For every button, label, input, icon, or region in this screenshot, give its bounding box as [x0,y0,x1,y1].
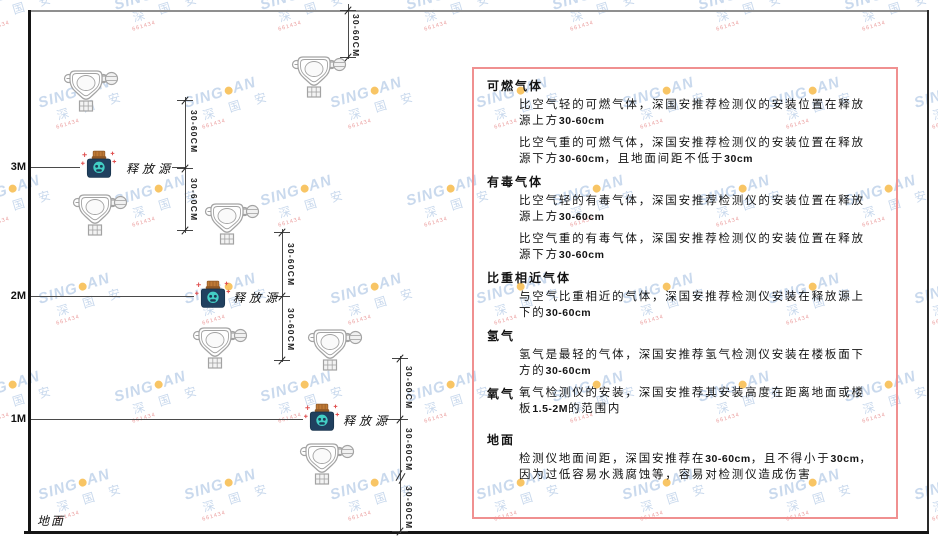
dimension-label: 30-60CM [404,486,414,530]
dimension-tick [274,228,290,237]
dimension-tick [177,96,193,105]
panel-section-toxic: 有毒气体 比空气轻的有毒气体，深国安推荐检测仪的安装位置在释放源上方30-60c… [487,173,884,263]
dimension-tick [340,53,356,62]
brand-dot-icon [369,477,380,488]
brand-dot-icon [153,183,164,194]
release-source-icon [195,280,231,312]
height-label-1m: 1M [10,413,26,425]
section-paragraph: 检测仪地面间距，深国安推荐在30-60cm，且不得小于30cm，因为过低容易水溅… [519,453,873,481]
brand-dot-icon [7,183,18,194]
section-paragraph: 比空气重的可燃气体，深国安推荐检测仪的安装位置在释放源下方30-60cm，且地面… [519,137,865,165]
gas-detector-icon [62,67,120,113]
leader-line-1m [31,419,303,420]
dimension-tick [392,354,408,363]
dimension-label: 30-60CM [286,243,296,287]
dimension-tick [392,527,408,536]
section-paragraph: 氧气检测仪的安装，深国安推荐其安装高度在距离地面或楼板1.5-2M的范围内 [519,387,865,415]
gas-detector-icon [71,191,129,237]
height-label-3m: 3M [10,161,26,173]
brand-dot-icon [369,85,380,96]
gas-detector-icon [191,324,249,370]
section-heading: 地面 [487,433,516,447]
break-mark [393,472,407,482]
panel-section-similar-density: 比重相近气体 与空气比重相近的气体，深国安推荐检测仪安装在释放源上下的30-60… [487,269,884,321]
panel-section-flammable: 可燃气体 比空气轻的可燃气体，深国安推荐检测仪的安装位置在释放源上方30-60c… [487,77,884,167]
release-source-label: 释放源 [343,414,392,428]
info-panel: 可燃气体 比空气轻的可燃气体，深国安推荐检测仪的安装位置在释放源上方30-60c… [472,67,898,519]
section-heading: 可燃气体 [487,79,544,93]
section-paragraph: 比空气轻的可燃气体，深国安推荐检测仪的安装位置在释放源上方30-60cm [519,99,865,127]
height-label-2m: 2M [10,290,26,302]
frame-top-border [28,10,929,12]
brand-dot-icon [369,281,380,292]
panel-section-oxygen: 氧气 氧气检测仪的安装，深国安推荐其安装高度在距离地面或楼板1.5-2M的范围内 [487,385,884,423]
ground-label: 地面 [37,514,66,528]
frame-right-border [927,10,929,534]
brand-dot-icon [299,183,310,194]
gas-detector-icon [290,53,348,99]
brand-dot-icon [223,477,234,488]
gas-detector-icon [298,440,356,486]
brand-dot-icon [223,85,234,96]
brand-dot-icon [445,379,456,390]
section-heading: 氢气 [487,329,516,343]
panel-section-hydrogen: 氢气 氢气是最轻的气体，深国安推荐氢气检测仪安装在楼板面下方的30-60cm [487,327,884,379]
leader-line-2m [31,296,194,297]
section-paragraph: 比空气重的有毒气体，深国安推荐检测仪的安装位置在释放源下方30-60cm [519,233,865,261]
dimension-tick [274,292,290,301]
wall-line [28,10,31,534]
dimension-label: 30-60CM [189,178,199,222]
brand-dot-icon [77,477,88,488]
brand-dot-icon [77,281,88,292]
dimension-label: 30-60CM [404,366,414,410]
dimension-line-ceiling [348,4,349,59]
dimension-label: 30-60CM [351,14,361,58]
dimension-tick [392,415,408,424]
brand-dot-icon [299,379,310,390]
release-source-label: 释放源 [126,162,175,176]
dimension-label: 30-60CM [189,110,199,154]
section-paragraph: 比空气轻的有毒气体，深国安推荐检测仪的安装位置在释放源上方30-60cm [519,195,865,223]
ground-line [24,531,929,534]
dimension-label: 30-60CM [404,428,414,472]
gas-detector-icon [306,326,364,372]
dimension-tick [340,6,356,15]
release-source-icon [81,150,117,182]
brand-dot-icon [445,183,456,194]
brand-dot-icon [153,379,164,390]
section-paragraph: 氢气是最轻的气体，深国安推荐氢气检测仪安装在楼板面下方的30-60cm [519,349,865,377]
leader-line-3m [31,167,80,168]
section-heading: 比重相近气体 [487,271,572,285]
dimension-line-1m [400,356,401,533]
section-heading: 氧气 [487,387,516,401]
release-source-label: 释放源 [233,291,282,305]
dimension-tick [177,226,193,235]
dimension-tick [274,356,290,365]
gas-detector-icon [203,200,261,246]
release-source-icon [304,403,340,435]
brand-dot-icon [7,379,18,390]
section-paragraph: 与空气比重相近的气体，深国安推荐检测仪安装在释放源上下的30-60cm [519,291,865,319]
dimension-tick [177,164,193,173]
section-heading: 有毒气体 [487,175,544,189]
dimension-label: 30-60CM [286,308,296,352]
panel-section-ground: 地面 检测仪地面间距，深国安推荐在30-60cm，且不得小于30cm，因为过低容… [487,431,884,483]
